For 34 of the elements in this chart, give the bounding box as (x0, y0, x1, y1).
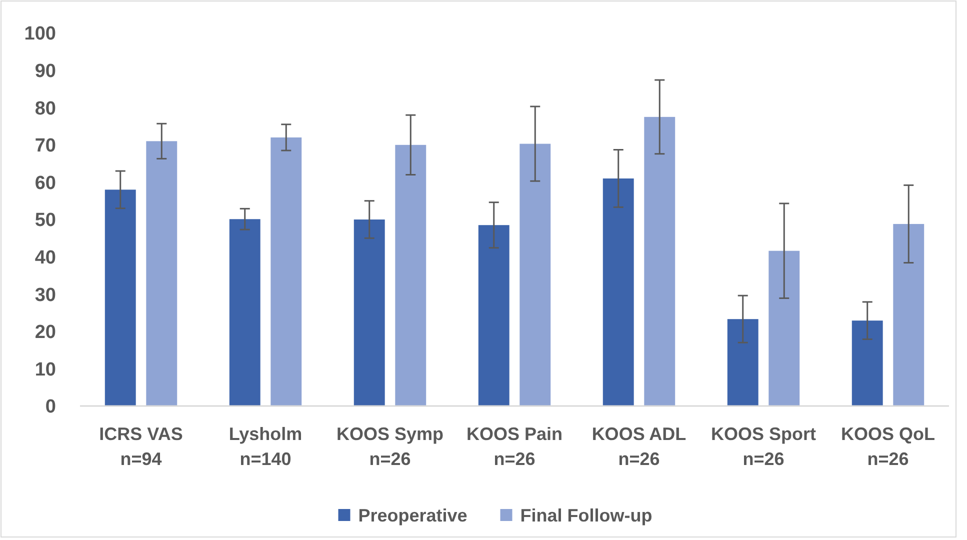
y-tick-label: 0 (45, 396, 56, 418)
x-tick-label: Lysholm n=140 (228, 424, 302, 469)
bar (478, 225, 510, 406)
bar (229, 219, 260, 406)
bar (852, 320, 883, 406)
y-tick-label: 60 (34, 172, 56, 194)
bar (395, 144, 426, 406)
bar (644, 116, 676, 406)
x-tick-label: KOOS ADL n=26 (592, 424, 686, 469)
bar (354, 220, 385, 406)
y-tick-label: 10 (34, 359, 56, 380)
y-tick-label: 30 (34, 284, 56, 306)
x-tick-label: ICRS VAS n=94 (99, 424, 183, 469)
y-tick-label: 80 (34, 98, 56, 120)
bar (270, 137, 302, 406)
x-tick-label: KOOS Sport n=26 (710, 424, 816, 469)
bar (727, 319, 758, 406)
y-tick-label: 100 (24, 24, 56, 45)
legend-label: Preoperative (358, 505, 468, 526)
bar (893, 224, 924, 406)
bar (768, 250, 800, 406)
y-tick-label: 90 (34, 60, 56, 82)
bar (520, 144, 551, 406)
bar (602, 178, 634, 406)
legend-label: Final Follow-up (520, 505, 652, 526)
y-tick-label: 20 (34, 322, 56, 344)
x-tick-label: KOOS QoL n=26 (840, 424, 935, 469)
bar (104, 190, 136, 406)
x-tick-label: KOOS Pain n=26 (466, 424, 563, 469)
x-tick-label: KOOS Symp n=26 (336, 424, 444, 469)
bar (146, 141, 178, 406)
y-tick-label: 40 (34, 247, 56, 268)
y-tick-label: 50 (34, 210, 56, 232)
y-tick-label: 70 (34, 136, 56, 157)
